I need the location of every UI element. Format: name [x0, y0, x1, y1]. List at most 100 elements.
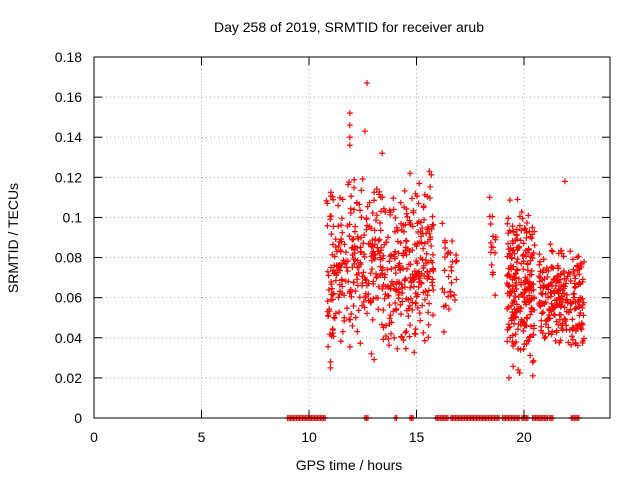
- data-point: [558, 325, 565, 332]
- data-point: [530, 322, 537, 329]
- data-point: [441, 267, 448, 274]
- data-point: [524, 276, 531, 283]
- data-point: [381, 274, 388, 281]
- data-point: [382, 291, 389, 298]
- data-point: [527, 352, 534, 359]
- data-point: [578, 264, 585, 271]
- data-point: [504, 326, 511, 333]
- data-point: [403, 210, 410, 217]
- data-point: [360, 240, 367, 247]
- data-point: [420, 329, 427, 336]
- data-point: [528, 267, 535, 274]
- data-point: [515, 245, 522, 252]
- data-point: [538, 310, 545, 317]
- data-point: [513, 285, 520, 292]
- data-point: [523, 234, 530, 241]
- data-point: [376, 236, 383, 243]
- data-point: [520, 266, 527, 273]
- data-point: [519, 291, 526, 298]
- data-point: [364, 203, 371, 210]
- data-point: [506, 289, 513, 296]
- data-point: [400, 228, 407, 235]
- data-point: [339, 229, 346, 236]
- data-point: [327, 189, 334, 196]
- data-point: [569, 324, 576, 331]
- data-point: [414, 269, 421, 276]
- data-point: [349, 236, 356, 243]
- data-point: [374, 295, 381, 302]
- data-point: [574, 254, 581, 261]
- data-point: [368, 350, 375, 357]
- data-point: [418, 239, 425, 246]
- data-point: [524, 261, 531, 268]
- data-point: [561, 304, 568, 311]
- data-point: [561, 315, 568, 322]
- data-point: [488, 262, 495, 269]
- data-point: [506, 272, 513, 279]
- data-point: [540, 266, 547, 273]
- data-point: [344, 258, 351, 265]
- data-point: [427, 183, 434, 190]
- data-point: [323, 197, 330, 204]
- data-point: [378, 247, 385, 254]
- data-point: [549, 328, 556, 335]
- data-point: [361, 128, 368, 135]
- data-point: [550, 311, 557, 318]
- data-point: [421, 296, 428, 303]
- data-point: [336, 267, 343, 274]
- data-point: [380, 336, 387, 343]
- data-point: [430, 222, 437, 229]
- data-point: [406, 302, 413, 309]
- data-point: [425, 273, 432, 280]
- data-point: [526, 334, 533, 341]
- data-point: [408, 278, 415, 285]
- data-point: [558, 247, 565, 254]
- data-point: [377, 227, 384, 234]
- data-point: [412, 272, 419, 279]
- data-point: [510, 363, 517, 370]
- data-point: [445, 293, 452, 300]
- data-point: [329, 327, 336, 334]
- data-point: [326, 306, 333, 313]
- data-point: [371, 227, 378, 234]
- data-point: [441, 254, 448, 261]
- data-point: [440, 303, 447, 310]
- data-point: [538, 290, 545, 297]
- data-point: [392, 214, 399, 221]
- data-point: [324, 268, 331, 275]
- data-point: [416, 310, 423, 317]
- data-point: [403, 251, 410, 258]
- data-point: [364, 80, 371, 87]
- data-point: [333, 272, 340, 279]
- data-point: [536, 261, 543, 268]
- data-point: [392, 248, 399, 255]
- data-point: [448, 279, 455, 286]
- data-point: [404, 265, 411, 272]
- data-point: [336, 239, 343, 246]
- data-point: [344, 268, 351, 275]
- data-point: [355, 307, 362, 314]
- data-point: [409, 223, 416, 230]
- data-point: [367, 270, 374, 277]
- data-point: [349, 244, 356, 251]
- data-point: [344, 222, 351, 229]
- data-point: [524, 315, 531, 322]
- data-point: [385, 335, 392, 342]
- data-point: [377, 219, 384, 226]
- data-point: [339, 196, 346, 203]
- data-point: [511, 274, 518, 281]
- data-point: [330, 333, 337, 340]
- data-point: [520, 240, 527, 247]
- data-point: [487, 221, 494, 228]
- data-point: [324, 298, 331, 305]
- data-point: [521, 225, 528, 232]
- y-axis-label: SRMTID / TECUs: [5, 183, 21, 293]
- data-point: [404, 213, 411, 220]
- data-point: [504, 220, 511, 227]
- data-point: [551, 277, 558, 284]
- data-point: [506, 282, 513, 289]
- data-point: [570, 298, 577, 305]
- data-point: [515, 294, 522, 301]
- data-point: [329, 193, 336, 200]
- data-point: [506, 197, 513, 204]
